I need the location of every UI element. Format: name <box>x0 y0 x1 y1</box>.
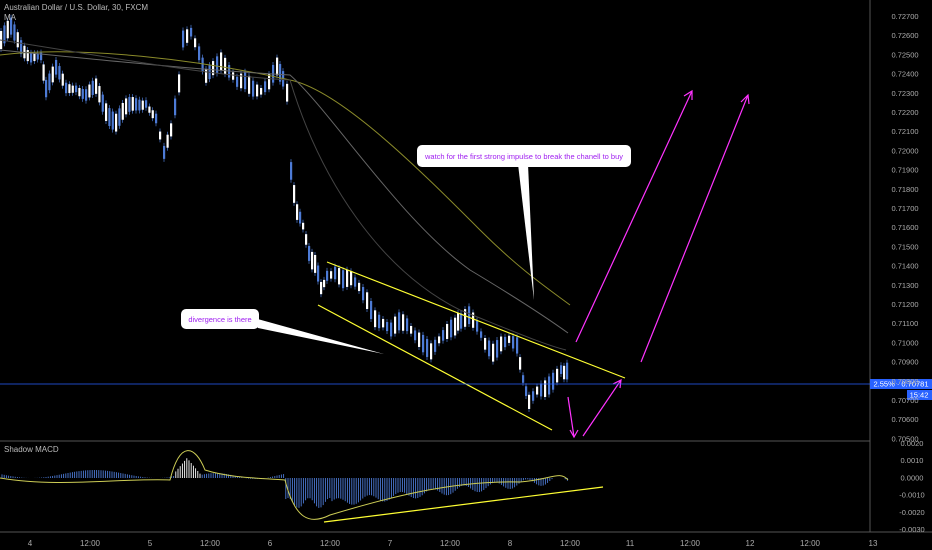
price-tick-label: 0.71200 <box>891 300 918 309</box>
macd-tick-label: -0.0030 <box>899 525 924 534</box>
price-tick-label: 0.71800 <box>891 185 918 194</box>
channel-lower-line[interactable] <box>317 304 553 431</box>
time-tick-label: 6 <box>268 539 273 548</box>
time-tick-label: 5 <box>148 539 153 548</box>
price-tick-label: 0.70800 <box>891 377 918 386</box>
price-tick-label: 0.71900 <box>891 166 918 175</box>
price-tick-label: 0.70600 <box>891 415 918 424</box>
price-tick-label: 0.71600 <box>891 223 918 232</box>
symbol-title[interactable]: Australian Dollar / U.S. Dollar, 30, FXC… <box>4 3 149 12</box>
time-tick-label: 12 <box>746 539 755 548</box>
price-axis[interactable]: 0.72700 0.72600 0.72500 0.72400 0.72300 0.722… <box>891 12 918 443</box>
price-tick-label: 0.71300 <box>891 281 918 290</box>
time-tick-label: 12:00 <box>80 539 101 548</box>
time-tick-label: 4 <box>28 539 33 548</box>
macd-tick-label: -0.0020 <box>899 508 924 517</box>
price-tick-label: 0.71700 <box>891 204 918 213</box>
price-tick-label: 0.70900 <box>891 358 918 367</box>
current-price-badge <box>870 379 932 389</box>
macd-tick-label: 0.0010 <box>901 456 924 465</box>
price-tick-label: 0.72100 <box>891 127 918 136</box>
price-candles <box>0 14 569 412</box>
time-tick-label: 7 <box>388 539 393 548</box>
time-tick-label: 13 <box>869 539 878 548</box>
price-tick-label: 0.70500 <box>891 434 918 443</box>
macd-tick-label: -0.0010 <box>899 491 924 500</box>
price-tick-label: 0.70700 <box>891 396 918 405</box>
ma-indicator-label[interactable]: MA <box>4 13 16 22</box>
price-tick-label: 0.71400 <box>891 262 918 271</box>
countdown-timer: 15:42 <box>910 391 929 400</box>
moving-averages <box>0 39 571 351</box>
time-tick-label: 8 <box>508 539 513 548</box>
price-tick-label: 0.72200 <box>891 108 918 117</box>
time-tick-label: 12:00 <box>560 539 581 548</box>
projection-arrows[interactable] <box>567 89 750 439</box>
divergence-note: divergence is there <box>188 315 251 324</box>
macd-axis[interactable]: 0.0020 0.0010 0.0000 -0.0010 -0.0020 -0.0030 <box>899 439 924 534</box>
price-tick-label: 0.71500 <box>891 242 918 251</box>
time-tick-label: 11 <box>626 539 635 548</box>
watch-note: watch for the first strong impulse to br… <box>424 152 623 161</box>
price-tick-label: 0.72000 <box>891 146 918 155</box>
price-tick-label: 0.71000 <box>891 338 918 347</box>
macd-divergence-line[interactable] <box>323 486 604 523</box>
watch-callout[interactable]: watch for the first strong impulse to br… <box>417 145 631 300</box>
time-tick-label: 12:00 <box>800 539 821 548</box>
time-tick-label: 12:00 <box>680 539 701 548</box>
countdown-badge <box>907 390 932 400</box>
divergence-callout[interactable]: divergence is there <box>181 309 384 354</box>
current-price-label: 2.55% · 0.70781 <box>873 380 928 389</box>
time-tick-label: 12:00 <box>440 539 461 548</box>
channel-upper-line[interactable] <box>326 261 626 379</box>
time-tick-label: 12:00 <box>320 539 341 548</box>
price-tick-label: 0.72400 <box>891 70 918 79</box>
macd-indicator-label[interactable]: Shadow MACD <box>4 445 59 454</box>
price-tick-label: 0.72300 <box>891 89 918 98</box>
macd-tick-label: 0.0020 <box>901 439 924 448</box>
price-tick-label: 0.72700 <box>891 12 918 21</box>
price-tick-label: 0.72500 <box>891 50 918 59</box>
time-axis[interactable]: 4 12:00 5 12:00 6 12:00 7 12:00 8 12:00 11 12:00 12 1… <box>28 539 878 548</box>
price-tick-label: 0.71100 <box>892 319 919 328</box>
macd-tick-label: 0.0000 <box>901 473 924 482</box>
price-tick-label: 0.72600 <box>891 31 918 40</box>
macd-histogram <box>0 450 569 520</box>
time-tick-label: 12:00 <box>200 539 221 548</box>
